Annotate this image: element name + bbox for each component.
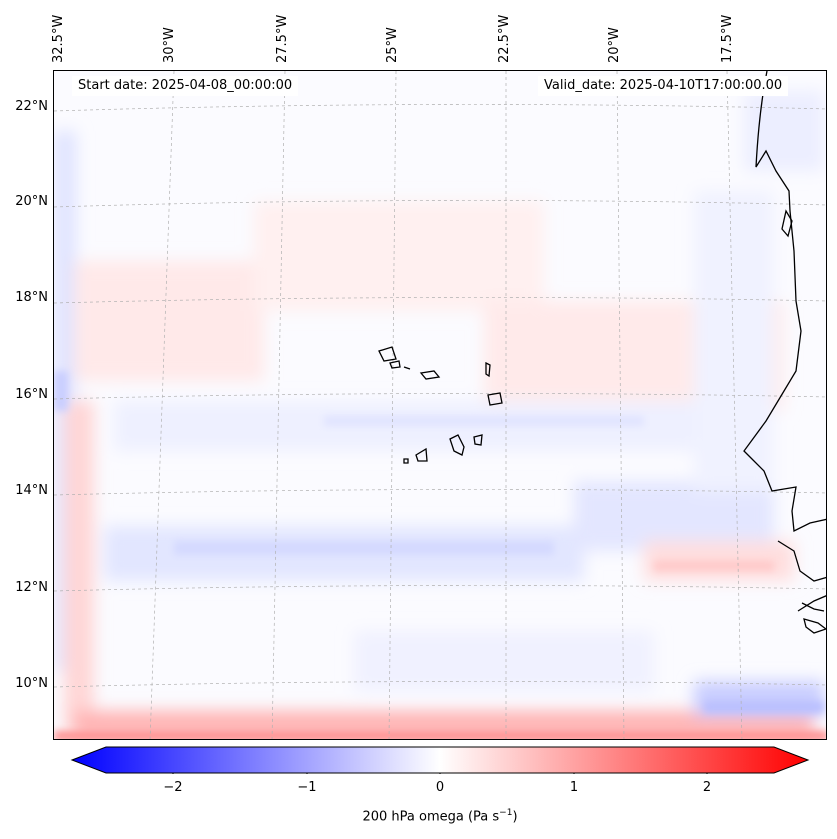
colorbar-title: 200 hPa omega (Pa s−1)	[0, 808, 837, 824]
islands	[378, 346, 503, 464]
colorbar-title-suffix: )	[512, 809, 518, 825]
lon-label-17-5w: 17.5°W	[720, 14, 735, 63]
colorbar	[70, 746, 810, 774]
colorbar-bar	[70, 746, 810, 774]
lon-label-25w: 25°W	[385, 27, 400, 63]
lon-label-32-5w: 32.5°W	[51, 14, 66, 63]
lon-label-22-5w: 22.5°W	[497, 14, 512, 63]
start-date-label: Start date: 2025-04-08_00:00:00	[72, 76, 299, 96]
colorbar-tick-1: 1	[569, 780, 579, 795]
map-panel	[53, 70, 827, 740]
colorbar-ticks	[172, 773, 708, 774]
lat-label-20n: 20°N	[15, 194, 48, 209]
lon-label-27-5w: 27.5°W	[275, 14, 290, 63]
omega-features	[54, 371, 826, 739]
lat-label-22n: 22°N	[15, 99, 48, 114]
valid-date-label: Valid_date: 2025-04-10T17:00:00.00	[538, 76, 789, 96]
lat-label-12n: 12°N	[15, 580, 48, 595]
lon-label-20w: 20°W	[607, 27, 622, 63]
lat-label-10n: 10°N	[15, 676, 48, 691]
colorbar-tick-2: 2	[702, 780, 712, 795]
colorbar-tick-minus-1: −1	[297, 780, 317, 795]
omega-field	[54, 71, 826, 739]
colorbar-tick-0: 0	[435, 780, 445, 795]
lat-label-18n: 18°N	[15, 290, 48, 305]
colorbar-tick-minus-2: −2	[163, 780, 183, 795]
omega-shading	[54, 91, 824, 737]
lon-label-30w: 30°W	[162, 27, 177, 63]
lat-label-16n: 16°N	[15, 387, 48, 402]
lat-label-14n: 14°N	[15, 483, 48, 498]
colorbar-title-exponent: −1	[499, 808, 513, 818]
colorbar-title-text: 200 hPa omega (Pa s	[362, 809, 500, 825]
graticule	[54, 71, 826, 739]
coastline	[743, 71, 826, 634]
